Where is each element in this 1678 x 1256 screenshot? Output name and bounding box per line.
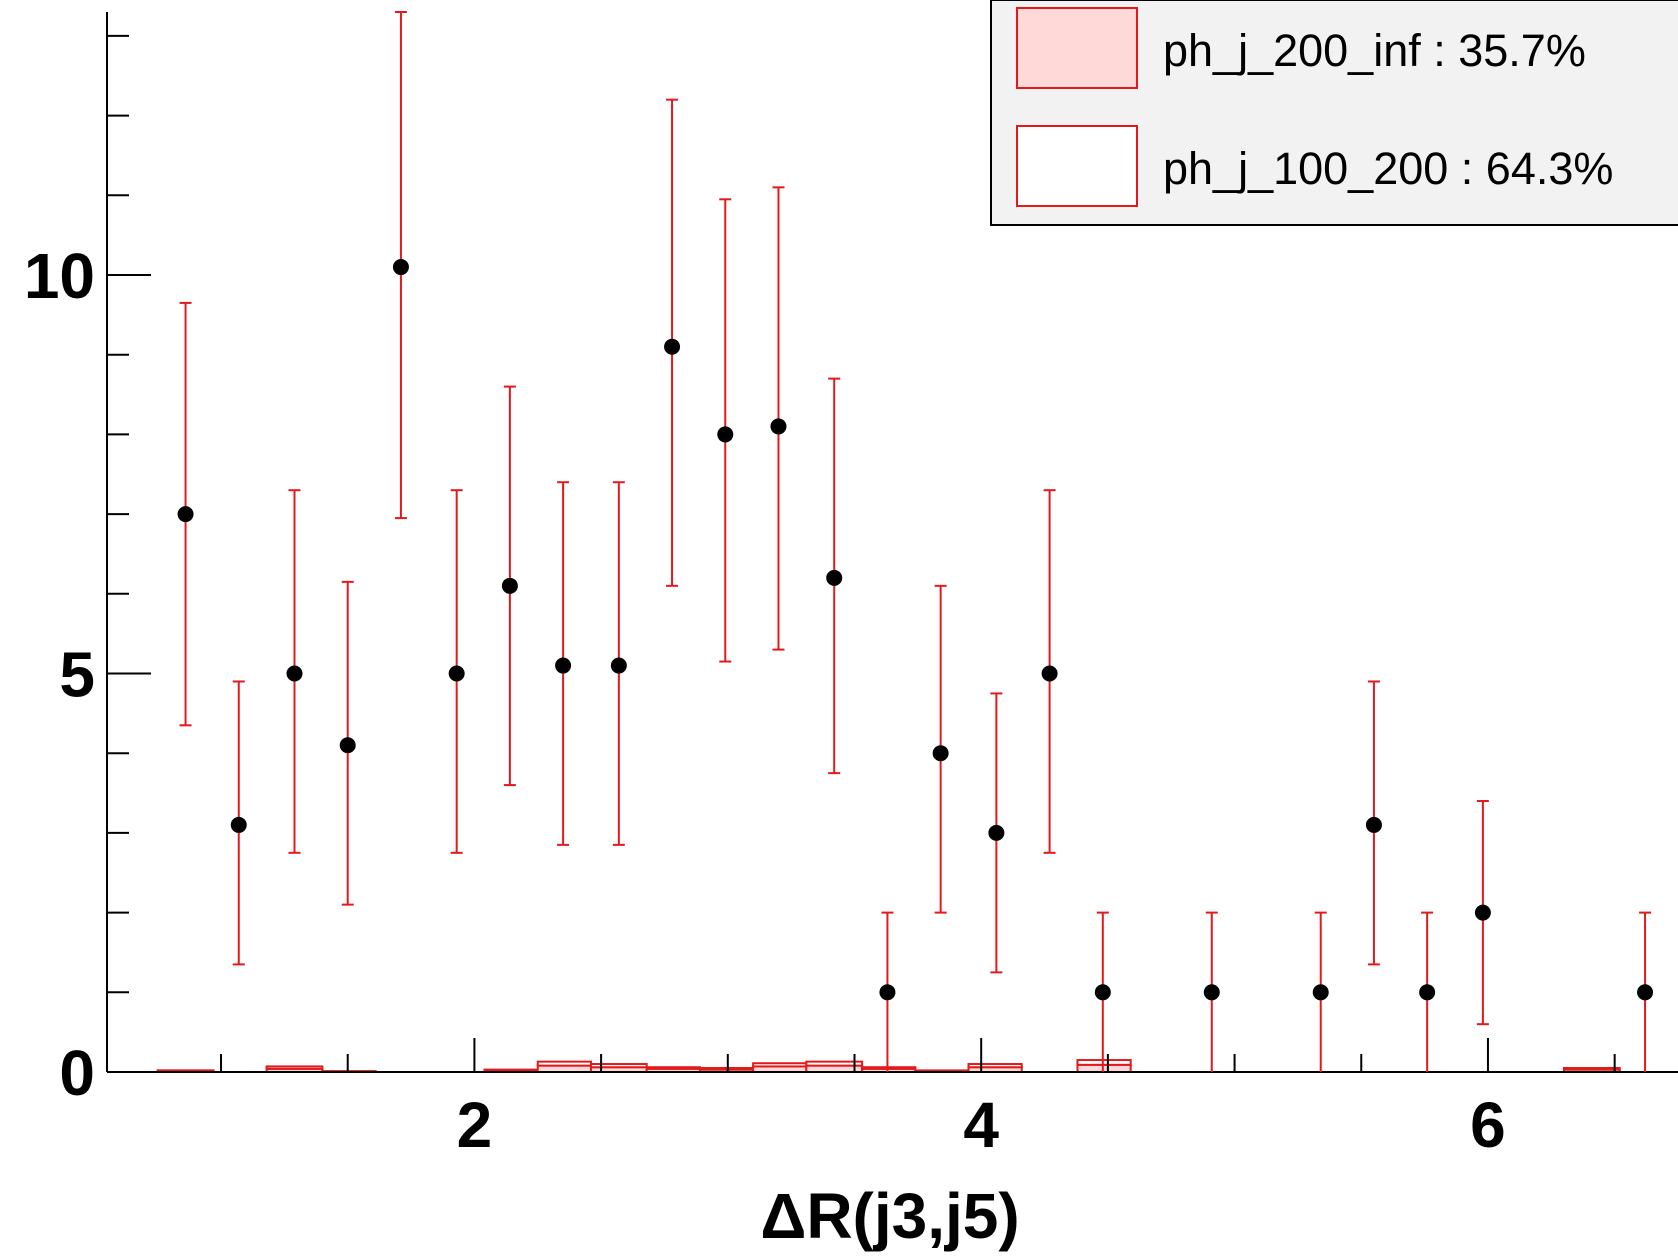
legend-swatch <box>1016 7 1138 89</box>
x-tick-label: 4 <box>963 1089 999 1161</box>
hist-bin-100-200 <box>698 1067 755 1071</box>
data-point <box>1365 816 1382 833</box>
data-point <box>988 824 1005 841</box>
hist-bin-100-200 <box>1076 1059 1132 1066</box>
data-point <box>177 506 194 523</box>
hist-bin-100-200 <box>752 1062 808 1068</box>
x-tick-label: 2 <box>457 1089 493 1161</box>
y-tick-label: 10 <box>24 240 95 312</box>
data-point <box>392 259 409 276</box>
data-point <box>339 737 356 754</box>
hist-bin-200-inf <box>1076 1063 1132 1073</box>
data-point <box>1094 984 1111 1001</box>
data-point <box>717 426 734 443</box>
legend: ph_j_200_inf : 35.7% ph_j_100_200 : 64.3% <box>990 0 1678 226</box>
hist-bin-100-200 <box>589 1063 648 1069</box>
data-point <box>1312 984 1329 1001</box>
hist-bin-100-200 <box>156 1069 215 1072</box>
data-point <box>286 665 303 682</box>
data-point <box>230 816 247 833</box>
data-point <box>501 577 518 594</box>
data-point <box>1419 984 1436 1001</box>
hist-bin-100-200 <box>1562 1067 1621 1071</box>
legend-label: ph_j_100_200 : 64.3% <box>1163 143 1613 194</box>
axes: 0 5 10 2 4 6 <box>24 12 1678 1161</box>
stacked-histogram <box>156 1059 1621 1073</box>
hist-bin-100-200 <box>645 1066 701 1070</box>
legend-swatch <box>1016 125 1138 207</box>
data-point <box>448 665 465 682</box>
legend-label: ph_j_200_inf : 35.7% <box>1163 25 1586 76</box>
data-points <box>177 11 1654 1072</box>
data-point <box>826 569 843 586</box>
data-point <box>1637 984 1654 1001</box>
x-tick-label: 6 <box>1470 1089 1506 1161</box>
hist-bin-100-200 <box>483 1068 539 1072</box>
data-point <box>770 418 787 435</box>
y-tick-label: 0 <box>59 1037 95 1109</box>
hist-bin-100-200 <box>805 1060 864 1067</box>
data-point <box>555 657 572 674</box>
data-point <box>1041 665 1058 682</box>
data-point <box>664 338 681 355</box>
hist-bin-100-200 <box>536 1060 592 1067</box>
hist-bin-100-200 <box>861 1066 917 1070</box>
hist-bin-100-200 <box>967 1063 1023 1069</box>
y-tick-label: 5 <box>59 639 95 711</box>
data-point <box>1203 984 1220 1001</box>
data-point <box>932 745 949 762</box>
data-point <box>879 984 896 1001</box>
hist-bin-100-200 <box>265 1065 324 1070</box>
data-point <box>610 657 627 674</box>
x-axis-title: ΔR(j3,j5) <box>760 1180 1019 1252</box>
data-point <box>1474 904 1491 921</box>
